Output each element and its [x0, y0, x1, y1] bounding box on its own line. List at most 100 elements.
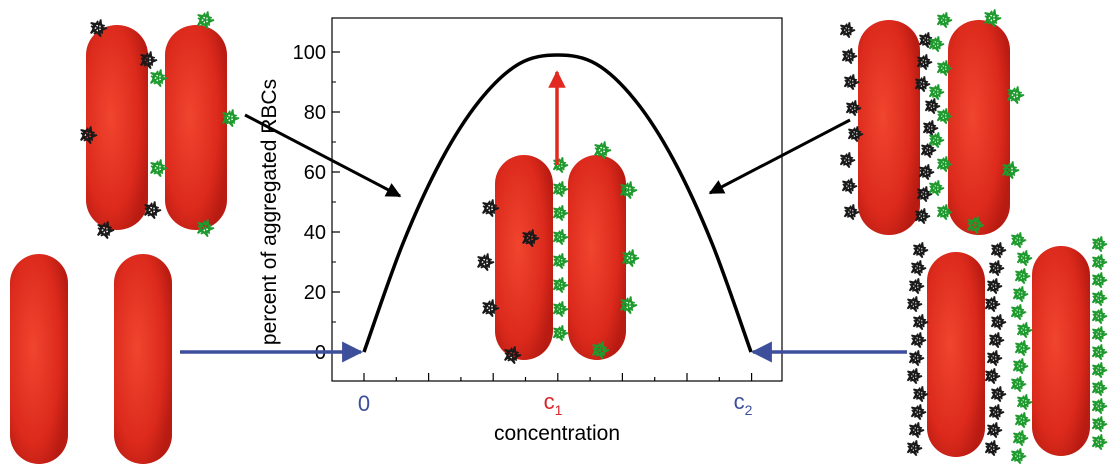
rbc-top-left-a: [86, 25, 148, 230]
green-polymer: [1016, 322, 1033, 339]
y-axis-title: percent of aggregated RBCs: [258, 79, 281, 345]
black-polymer: [841, 48, 858, 65]
green-polymer: [1007, 86, 1025, 105]
black-polymer: [988, 404, 1005, 421]
black-polymer: [906, 440, 923, 457]
black-polymer: [910, 260, 927, 277]
green-polymer: [592, 341, 610, 360]
black-polymer: [924, 98, 941, 115]
black-polymer: [916, 54, 933, 71]
black-polymer: [80, 126, 98, 145]
plot-frame: [331, 17, 783, 382]
rbc-top-right-a: [858, 20, 920, 235]
green-polymer: [1016, 250, 1033, 267]
green-polymer: [936, 60, 953, 77]
green-polymer: [928, 36, 945, 53]
black-polymer: [522, 229, 540, 248]
black-polymer: [908, 350, 925, 367]
green-polymer: [1014, 412, 1031, 429]
green-polymer: [1091, 434, 1108, 451]
x-label-zero: 0: [358, 391, 370, 416]
rbc-top-left-b: [165, 25, 227, 230]
green-polymer: [1012, 430, 1029, 447]
green-polymer: [150, 159, 168, 178]
green-polymer: [552, 277, 569, 294]
green-polymer: [1091, 236, 1108, 253]
black-polymer: [916, 186, 933, 203]
black-polymer: [841, 178, 858, 195]
black-polymer: [144, 201, 162, 220]
black-polymer: [839, 22, 856, 39]
black-polymer: [843, 74, 860, 91]
black-polymer: [847, 126, 864, 143]
rbc-illustrations: [10, 9, 1108, 465]
black-polymer: [843, 204, 860, 221]
green-polymer: [1091, 326, 1108, 343]
green-polymer: [1091, 344, 1108, 361]
black-polymer: [914, 208, 931, 225]
green-polymer: [1016, 394, 1033, 411]
black-polymer: [912, 242, 929, 259]
black-polymer: [910, 332, 927, 349]
green-polymer: [552, 253, 569, 270]
black-polymer: [97, 221, 115, 240]
green-polymer: [1091, 416, 1108, 433]
green-polymer: [936, 12, 953, 29]
green-polymer: [552, 229, 569, 246]
black-polymer: [988, 332, 1005, 349]
black-polymer: [922, 120, 939, 137]
black-polymer: [986, 422, 1003, 439]
green-polymer: [1091, 290, 1108, 307]
black-polymer: [504, 346, 522, 365]
arrow-top-left: [244, 113, 402, 198]
green-polymer: [1014, 268, 1031, 285]
x-label-c2: c2: [734, 389, 753, 418]
black-polymer: [990, 242, 1007, 259]
green-polymer: [197, 11, 215, 30]
y-axis-ticks: 020406080100: [293, 42, 340, 364]
green-polymer: [1091, 254, 1108, 271]
green-polymer: [222, 109, 240, 128]
green-polymer: [967, 216, 985, 235]
black-polymer: [986, 278, 1003, 295]
green-polymer: [620, 296, 638, 315]
y-tick-label: 80: [304, 102, 326, 124]
green-polymer: [936, 108, 953, 125]
green-polymer: [1091, 272, 1108, 289]
black-polymer: [477, 253, 495, 272]
black-polymer: [845, 100, 862, 117]
rbc-center-a: [495, 155, 553, 360]
green-polymer: [1010, 304, 1027, 321]
black-polymer: [912, 314, 929, 331]
green-polymer: [1010, 232, 1027, 249]
green-polymer: [1014, 340, 1031, 357]
green-polymer: [1091, 398, 1108, 415]
green-polymer: [1091, 362, 1108, 379]
green-polymer: [928, 132, 945, 149]
green-polymer: [1012, 286, 1029, 303]
black-polymer: [908, 422, 925, 439]
rbc-bottom-right-a: [927, 252, 985, 457]
black-polymer: [984, 368, 1001, 385]
black-polymer: [908, 278, 925, 295]
green-polymer: [552, 205, 569, 222]
y-tick-label: 100: [293, 42, 326, 64]
green-polymer: [1002, 161, 1020, 180]
rbc-top-right-b: [948, 20, 1010, 235]
green-polymer: [150, 69, 168, 88]
green-polymer: [622, 249, 640, 268]
x-axis-ticks: [363, 373, 753, 381]
rbc-bottom-left-b: [114, 254, 172, 464]
black-polymer: [990, 386, 1007, 403]
black-polymer: [986, 350, 1003, 367]
black-polymer: [984, 296, 1001, 313]
y-tick-label: 60: [304, 162, 326, 184]
black-polymer: [482, 199, 500, 218]
black-polymer: [990, 314, 1007, 331]
black-polymer: [988, 260, 1005, 277]
black-polymer: [482, 299, 500, 318]
green-polymer: [936, 204, 953, 221]
green-polymer: [1012, 358, 1029, 375]
black-polymer: [914, 76, 931, 93]
green-polymer: [928, 84, 945, 101]
